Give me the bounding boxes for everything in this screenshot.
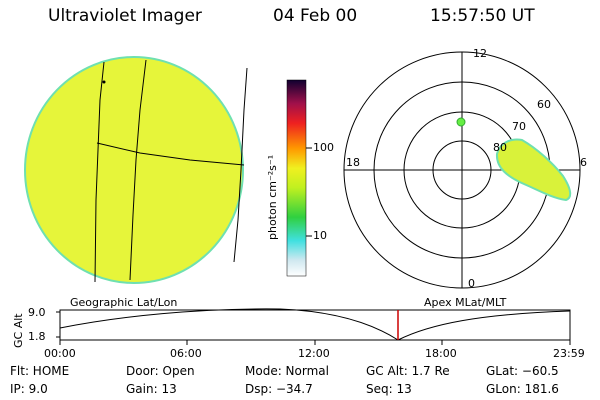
x-tick-label: 12:00: [298, 347, 330, 360]
colorbar: [286, 79, 312, 277]
x-tick-label: 18:00: [425, 347, 457, 360]
mode-info: Mode: Normal: [245, 364, 329, 378]
altitude-curve: [59, 308, 571, 341]
latitude-line: [96, 142, 245, 166]
geographic-label: Geographic Lat/Lon: [70, 296, 178, 309]
mlt-label-0: 0: [468, 277, 475, 290]
colorbar-tick-label: 100: [313, 141, 334, 154]
polar-plot: [343, 51, 581, 289]
longitude-line: [94, 61, 105, 283]
longitude-line: [233, 67, 248, 263]
gc-alt-info: GC Alt: 1.7 Re: [366, 364, 450, 378]
glon-info: GLon: 181.6: [486, 382, 559, 396]
colorbar-tick-label: 10: [313, 229, 327, 242]
emission-disk: [24, 56, 244, 284]
y-tick-label: 1.8: [28, 330, 46, 343]
mlt-label-12: 12: [473, 47, 487, 60]
altitude-plot-frame: [59, 309, 571, 341]
seq-info: Seq: 13: [366, 382, 412, 396]
longitude-line: [129, 59, 147, 281]
y-tick-label: 9.0: [28, 306, 46, 319]
lat-label-80: 80: [493, 141, 507, 154]
grid-dot: [102, 80, 106, 84]
colorbar-gradient: [286, 79, 307, 277]
emission-spot: [456, 117, 466, 127]
date-label: 04 Feb 00: [273, 6, 358, 26]
colorbar-unit-label: photon cm⁻²s⁻¹: [266, 154, 279, 240]
gain-info: Gain: 13: [126, 382, 177, 396]
mlt-label-6: 6: [580, 156, 587, 169]
earth-image: [24, 56, 248, 284]
dsp-info: Dsp: −34.7: [245, 382, 313, 396]
x-tick-label: 06:00: [170, 347, 202, 360]
mlt-label-18: 18: [346, 156, 360, 169]
filter-info: Flt: HOME: [10, 364, 70, 378]
altitude-plot: [56, 308, 571, 345]
ip-info: IP: 9.0: [10, 382, 48, 396]
auroral-oval: [495, 138, 572, 202]
instrument-title: Ultraviolet Imager: [48, 6, 202, 26]
time-label: 15:57:50 UT: [430, 6, 535, 26]
x-tick-label: 23:59: [553, 347, 585, 360]
gc-alt-axis-label: GC Alt: [12, 313, 25, 348]
x-tick-label: 00:00: [44, 347, 76, 360]
lat-label-60: 60: [537, 98, 551, 111]
glat-info: GLat: −60.5: [486, 364, 559, 378]
door-info: Door: Open: [126, 364, 195, 378]
apex-label: Apex MLat/MLT: [424, 296, 507, 309]
lat-label-70: 70: [512, 120, 526, 133]
